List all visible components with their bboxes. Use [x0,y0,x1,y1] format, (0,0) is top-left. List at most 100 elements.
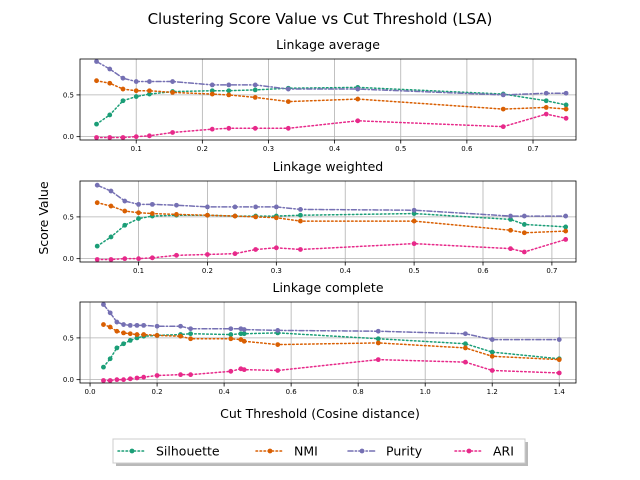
data-point-silhouette [563,224,569,230]
data-point-nmi [114,328,120,334]
data-point-purity [226,82,232,88]
legend-label-silhouette: Silhouette [156,444,220,459]
data-point-ari [134,375,140,381]
x-tick-label: 0.4 [340,267,352,275]
data-point-ari [563,115,569,121]
data-point-nmi [489,353,495,359]
data-point-silhouette [120,98,126,104]
series-line-silhouette [96,212,567,247]
data-point-nmi [375,340,381,346]
data-point-nmi [154,333,160,338]
subplot-title: Linkage weighted [273,159,383,174]
data-point-silhouette [136,216,141,221]
data-point-purity [141,322,147,328]
legend-label-nmi: NMI [294,444,318,459]
data-point-ari [556,370,562,376]
data-point-silhouette [114,345,120,351]
data-point-silhouette [94,121,99,127]
data-point-ari [463,359,468,365]
series-line-purity [95,60,567,96]
data-point-ari [141,374,147,380]
data-point-nmi [127,331,133,337]
data-point-purity [252,82,258,88]
legend-marker-nmi [267,448,273,454]
data-point-purity [107,310,113,316]
data-point-ari [178,372,183,378]
data-point-silhouette [298,212,303,218]
y-tick-label: 0.0 [63,255,74,263]
data-point-silhouette [108,234,114,240]
data-point-nmi [355,96,361,102]
legend-marker-ari [466,448,472,454]
subplot-linkage-weighted: 0.1 0.2 0.3 0.4 0.5 0.6 0.7 0.0 0.5 Linkage weigh… [63,159,577,275]
data-point-nmi [563,228,569,234]
data-point-ari [133,134,139,140]
data-point-purity [170,79,175,84]
data-point-silhouette [543,98,549,104]
series-line-purity [102,303,560,341]
data-point-ari [252,125,258,131]
x-tick-label: 1.0 [420,388,431,396]
axes-frame [79,58,577,141]
data-point-purity [563,213,569,219]
data-point-nmi [298,218,303,224]
x-tick-label: 0.2 [152,388,163,396]
data-point-purity [154,323,160,329]
data-point-purity [127,322,133,328]
data-point-ari [253,247,259,252]
data-point-purity [121,322,126,327]
data-point-silhouette [508,217,513,222]
data-point-purity [122,198,128,204]
x-tick-label: 0.5 [395,145,406,153]
data-point-nmi [252,95,258,100]
x-tick-label: 0.7 [527,145,538,153]
data-point-silhouette [226,88,232,94]
data-point-nmi [174,212,179,217]
data-point-purity [147,79,152,84]
data-point-purity [178,323,183,329]
data-point-nmi [134,332,140,337]
data-point-nmi [107,324,113,330]
x-tick-label: 0.1 [131,145,142,153]
data-point-silhouette [463,341,468,347]
x-tick-label: 0.4 [219,388,231,396]
data-point-nmi [241,338,247,344]
data-point-nmi [563,106,569,112]
data-point-silhouette [107,356,113,362]
subplot-linkage-average: 0.1 0.2 0.3 0.4 0.5 0.6 0.7 0.0 0.5 Linkage avera… [63,37,577,153]
subplot-title: Linkage complete [272,280,383,295]
data-point-ari [122,256,128,262]
data-point-nmi [285,99,291,104]
data-point-silhouette [107,112,113,118]
data-point-nmi [147,88,152,94]
data-point-ari [226,125,232,131]
data-point-nmi [136,210,141,216]
data-point-nmi [141,332,147,337]
data-point-purity [463,331,468,337]
x-tick-label: 0.1 [133,267,144,275]
data-point-silhouette [521,222,527,227]
data-point-purity [275,327,281,333]
data-point-ari [147,133,152,139]
data-point-purity [241,327,247,332]
data-point-silhouette [411,211,417,216]
data-point-silhouette [375,336,381,342]
x-tick-label: 0.8 [353,388,364,396]
data-point-silhouette [228,332,234,337]
data-point-ari [188,372,193,378]
data-point-ari [94,135,99,140]
data-point-purity [273,204,279,210]
data-point-nmi [508,227,513,233]
data-point-ari [521,249,527,255]
data-point-nmi [253,214,259,220]
data-point-silhouette [121,341,126,347]
x-tick-label: 0.7 [546,267,557,275]
x-tick-label: 0.3 [263,145,274,153]
series-line-ari [95,113,567,139]
data-point-ari [170,130,175,135]
x-tick-label: 0.6 [461,145,473,153]
x-tick-label: 1.4 [554,388,566,396]
data-point-purity [114,319,120,325]
data-point-purity [228,326,234,332]
data-point-silhouette [489,349,495,355]
